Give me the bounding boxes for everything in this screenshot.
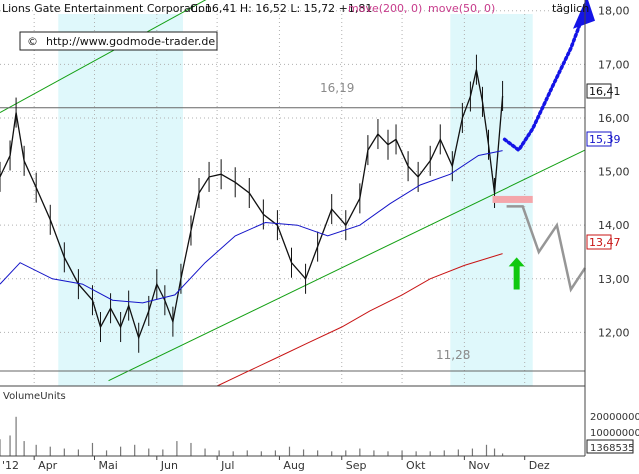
forecast-up-path <box>502 8 587 153</box>
green-up-arrow-icon <box>508 257 525 267</box>
y-tick-label: 18,00 <box>598 5 630 18</box>
x-tick-label: Nov <box>468 459 490 472</box>
y-tick-label: 15,00 <box>598 166 630 179</box>
volume-panel-title: VolumeUnits <box>3 391 66 402</box>
volume-last-value: 1368535 <box>590 443 635 454</box>
x-tick-label: Sep <box>346 459 367 472</box>
trend-lines <box>0 0 586 382</box>
forecast-down-path <box>506 205 587 293</box>
x-tick-label: Dez <box>529 459 550 472</box>
series-lines <box>0 54 504 387</box>
volume-last-tag <box>586 439 634 454</box>
volume-tick-20m: 20000000 <box>590 412 639 423</box>
series-line-1 <box>0 150 503 304</box>
series-line-2 <box>216 253 503 387</box>
volume-tick-10m: 10000000 <box>590 428 639 439</box>
last-price-tag <box>586 83 612 99</box>
y-tick-label: 14,00 <box>598 219 630 232</box>
forecast-paths <box>492 0 595 293</box>
ma50-legend: move(50, 0) <box>428 2 495 15</box>
ma50-price-value: 15,39 <box>589 133 621 146</box>
chart-title: Lions Gate Entertainment Corporation <box>2 2 212 15</box>
y-tick-label: 17,00 <box>598 58 630 71</box>
axis-ticks: 12,00 13,00 14,00 15,00 16,00 17,00 18,00 '12 Ap… <box>2 5 630 472</box>
ma200-price-value: 13,47 <box>589 236 621 249</box>
buy-arrow-shaft <box>513 265 520 290</box>
y-tick-label: 16,00 <box>598 112 630 125</box>
copyright-box <box>19 31 218 51</box>
copyright-icon: © <box>27 35 38 48</box>
ma200-legend: move(200, 0) <box>348 2 422 15</box>
resistance-level-label: 16,19 <box>320 81 354 95</box>
x-tick-label: Apr <box>38 459 58 472</box>
x-tick-label: Jun <box>160 459 178 472</box>
support-level-label: 11,28 <box>436 348 470 362</box>
upper-channel <box>0 0 207 114</box>
x-tick-label: Mai <box>98 459 117 472</box>
y-tick-label: 12,00 <box>598 326 630 339</box>
ohlc-readout: C: 16,41 H: 16,52 L: 15,72 +1,81 <box>190 2 372 15</box>
last-price-value: 16,41 <box>589 85 621 98</box>
ma50-price-tag <box>586 131 612 147</box>
x-tick-label: Jul <box>220 459 234 472</box>
volume-bars <box>0 416 504 456</box>
lower-channel <box>108 149 586 382</box>
blue-arrow-head-icon <box>573 0 595 29</box>
x-tick-label: Okt <box>406 459 426 472</box>
x-tick-label: Aug <box>283 459 304 472</box>
y-tick-label: 13,00 <box>598 273 630 286</box>
ma200-price-tag <box>586 234 612 250</box>
x-tick-label: '12 <box>2 459 19 472</box>
copyright-url[interactable]: http://www.godmode-trader.de <box>46 35 215 48</box>
period-label: täglich <box>552 2 589 15</box>
support-zone-marker <box>492 195 533 203</box>
